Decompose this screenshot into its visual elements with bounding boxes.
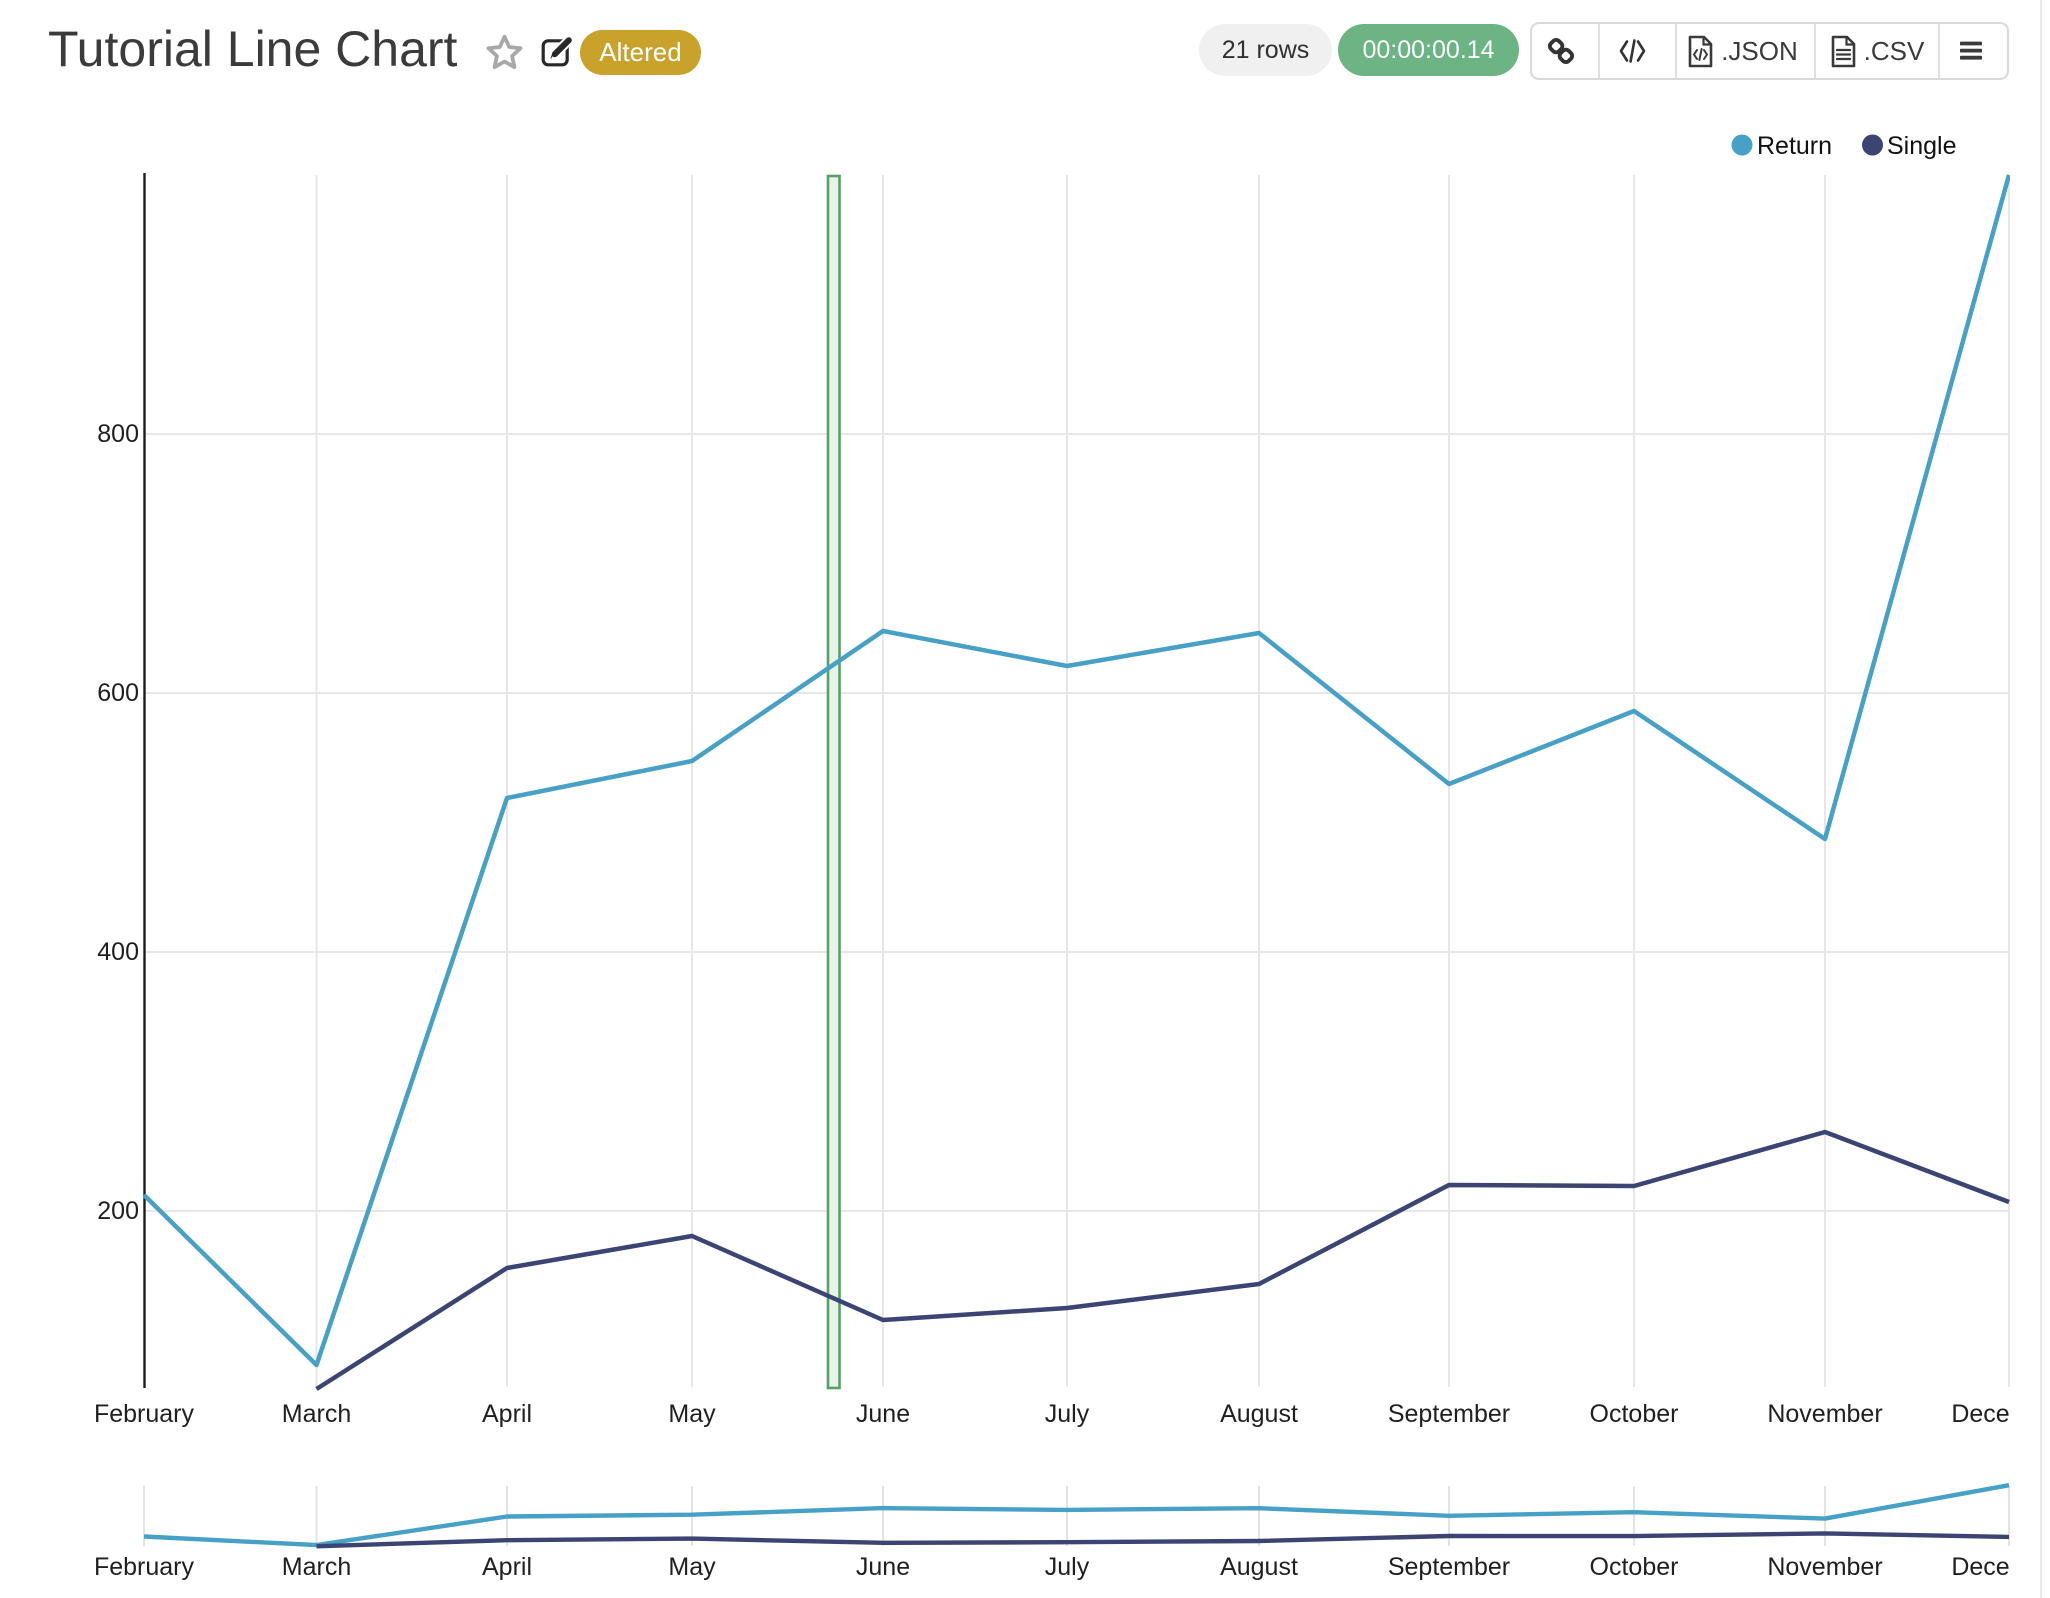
svg-text:June: June (856, 1400, 910, 1428)
svg-text:December: December (1951, 1400, 2050, 1428)
svg-text:February: February (94, 1400, 195, 1428)
svg-text:September: September (1388, 1400, 1510, 1428)
svg-text:200: 200 (97, 1197, 139, 1225)
svg-text:400: 400 (97, 938, 139, 966)
svg-text:June: June (856, 1553, 910, 1581)
svg-text:March: March (282, 1400, 351, 1428)
svg-text:August: August (1220, 1553, 1298, 1581)
svg-text:800: 800 (97, 420, 139, 448)
svg-text:October: October (1590, 1553, 1679, 1581)
svg-text:April: April (482, 1553, 532, 1581)
svg-text:August: August (1220, 1400, 1298, 1428)
svg-text:July: July (1045, 1400, 1090, 1428)
svg-text:May: May (668, 1553, 716, 1581)
svg-text:Return: Return (1757, 132, 1832, 160)
svg-text:October: October (1590, 1400, 1679, 1428)
svg-text:February: February (94, 1553, 195, 1581)
svg-text:July: July (1045, 1553, 1090, 1581)
svg-text:Single: Single (1887, 132, 1957, 160)
svg-text:November: November (1767, 1400, 1882, 1428)
svg-text:November: November (1767, 1553, 1882, 1581)
svg-text:May: May (668, 1400, 716, 1428)
svg-text:March: March (282, 1553, 351, 1581)
svg-text:600: 600 (97, 679, 139, 707)
svg-text:December: December (1951, 1553, 2050, 1581)
svg-text:September: September (1388, 1553, 1510, 1581)
svg-text:April: April (482, 1400, 532, 1428)
